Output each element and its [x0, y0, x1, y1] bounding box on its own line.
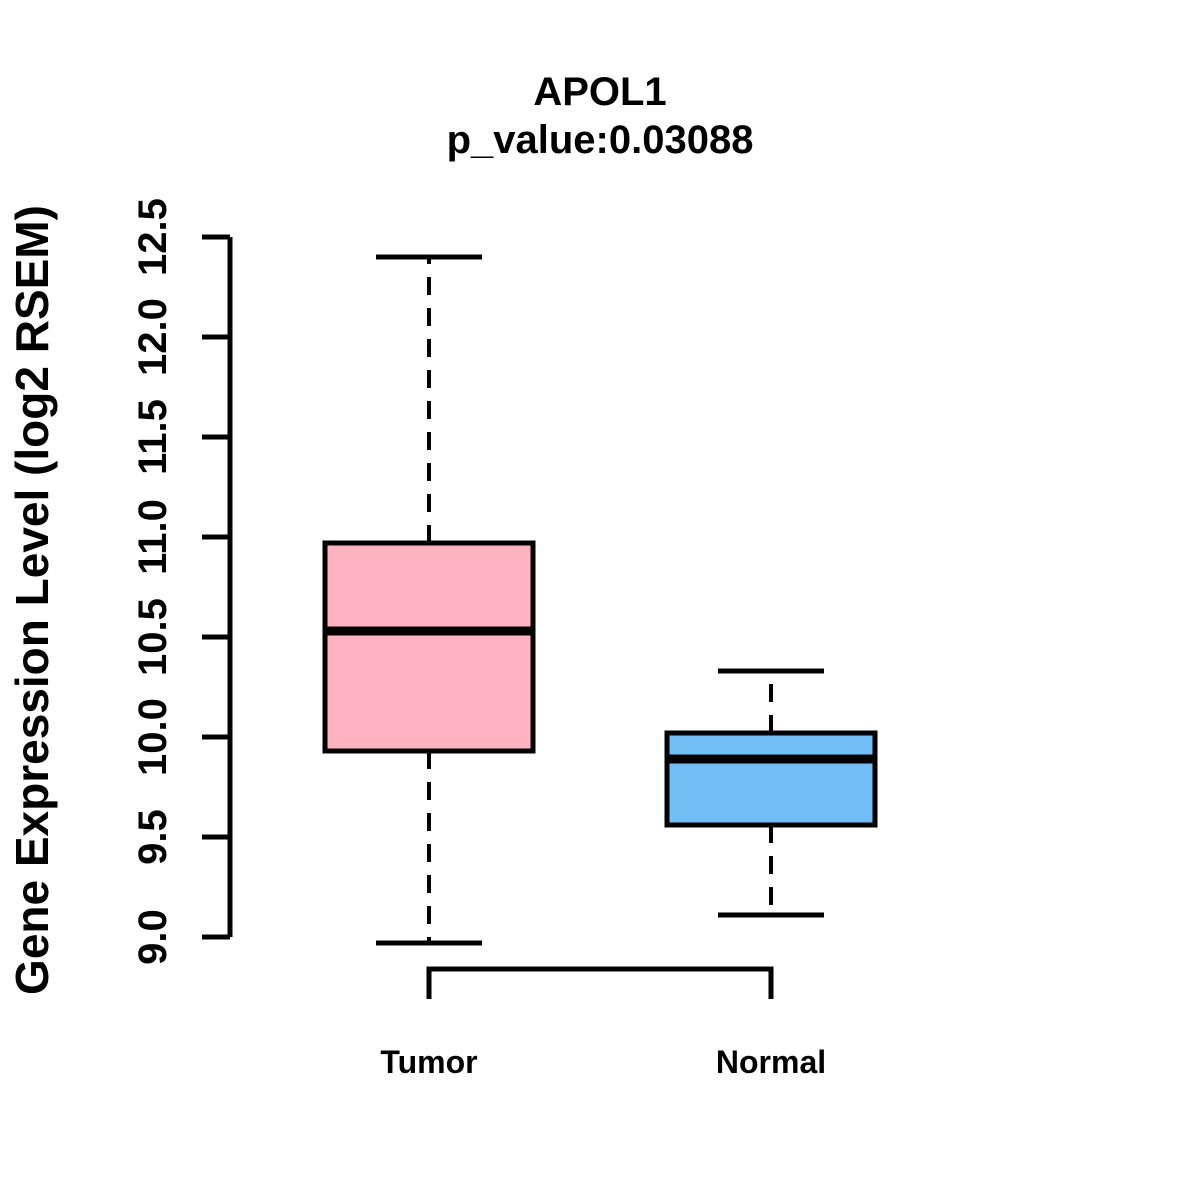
y-axis-tick-label: 11.5 — [131, 399, 175, 475]
y-axis-tick-label: 12.0 — [131, 298, 175, 376]
category-label-normal: Normal — [716, 1044, 826, 1080]
y-axis-tick-label: 9.0 — [131, 909, 175, 965]
chart-subtitle: p_value:0.03088 — [446, 118, 754, 162]
category-label-tumor: Tumor — [380, 1044, 477, 1080]
y-axis-tick-label: 11.0 — [131, 499, 175, 575]
y-axis-tick-label: 9.5 — [131, 809, 175, 865]
y-axis-tick-label: 10.0 — [131, 698, 175, 776]
chart-title: APOL1 — [533, 70, 667, 114]
comparison-bracket — [426, 966, 774, 999]
normal-box — [664, 730, 878, 828]
y-axis-tick-label: 10.5 — [131, 598, 175, 676]
y-axis-tick-label: 12.5 — [131, 198, 175, 276]
tumor-box — [322, 540, 536, 754]
